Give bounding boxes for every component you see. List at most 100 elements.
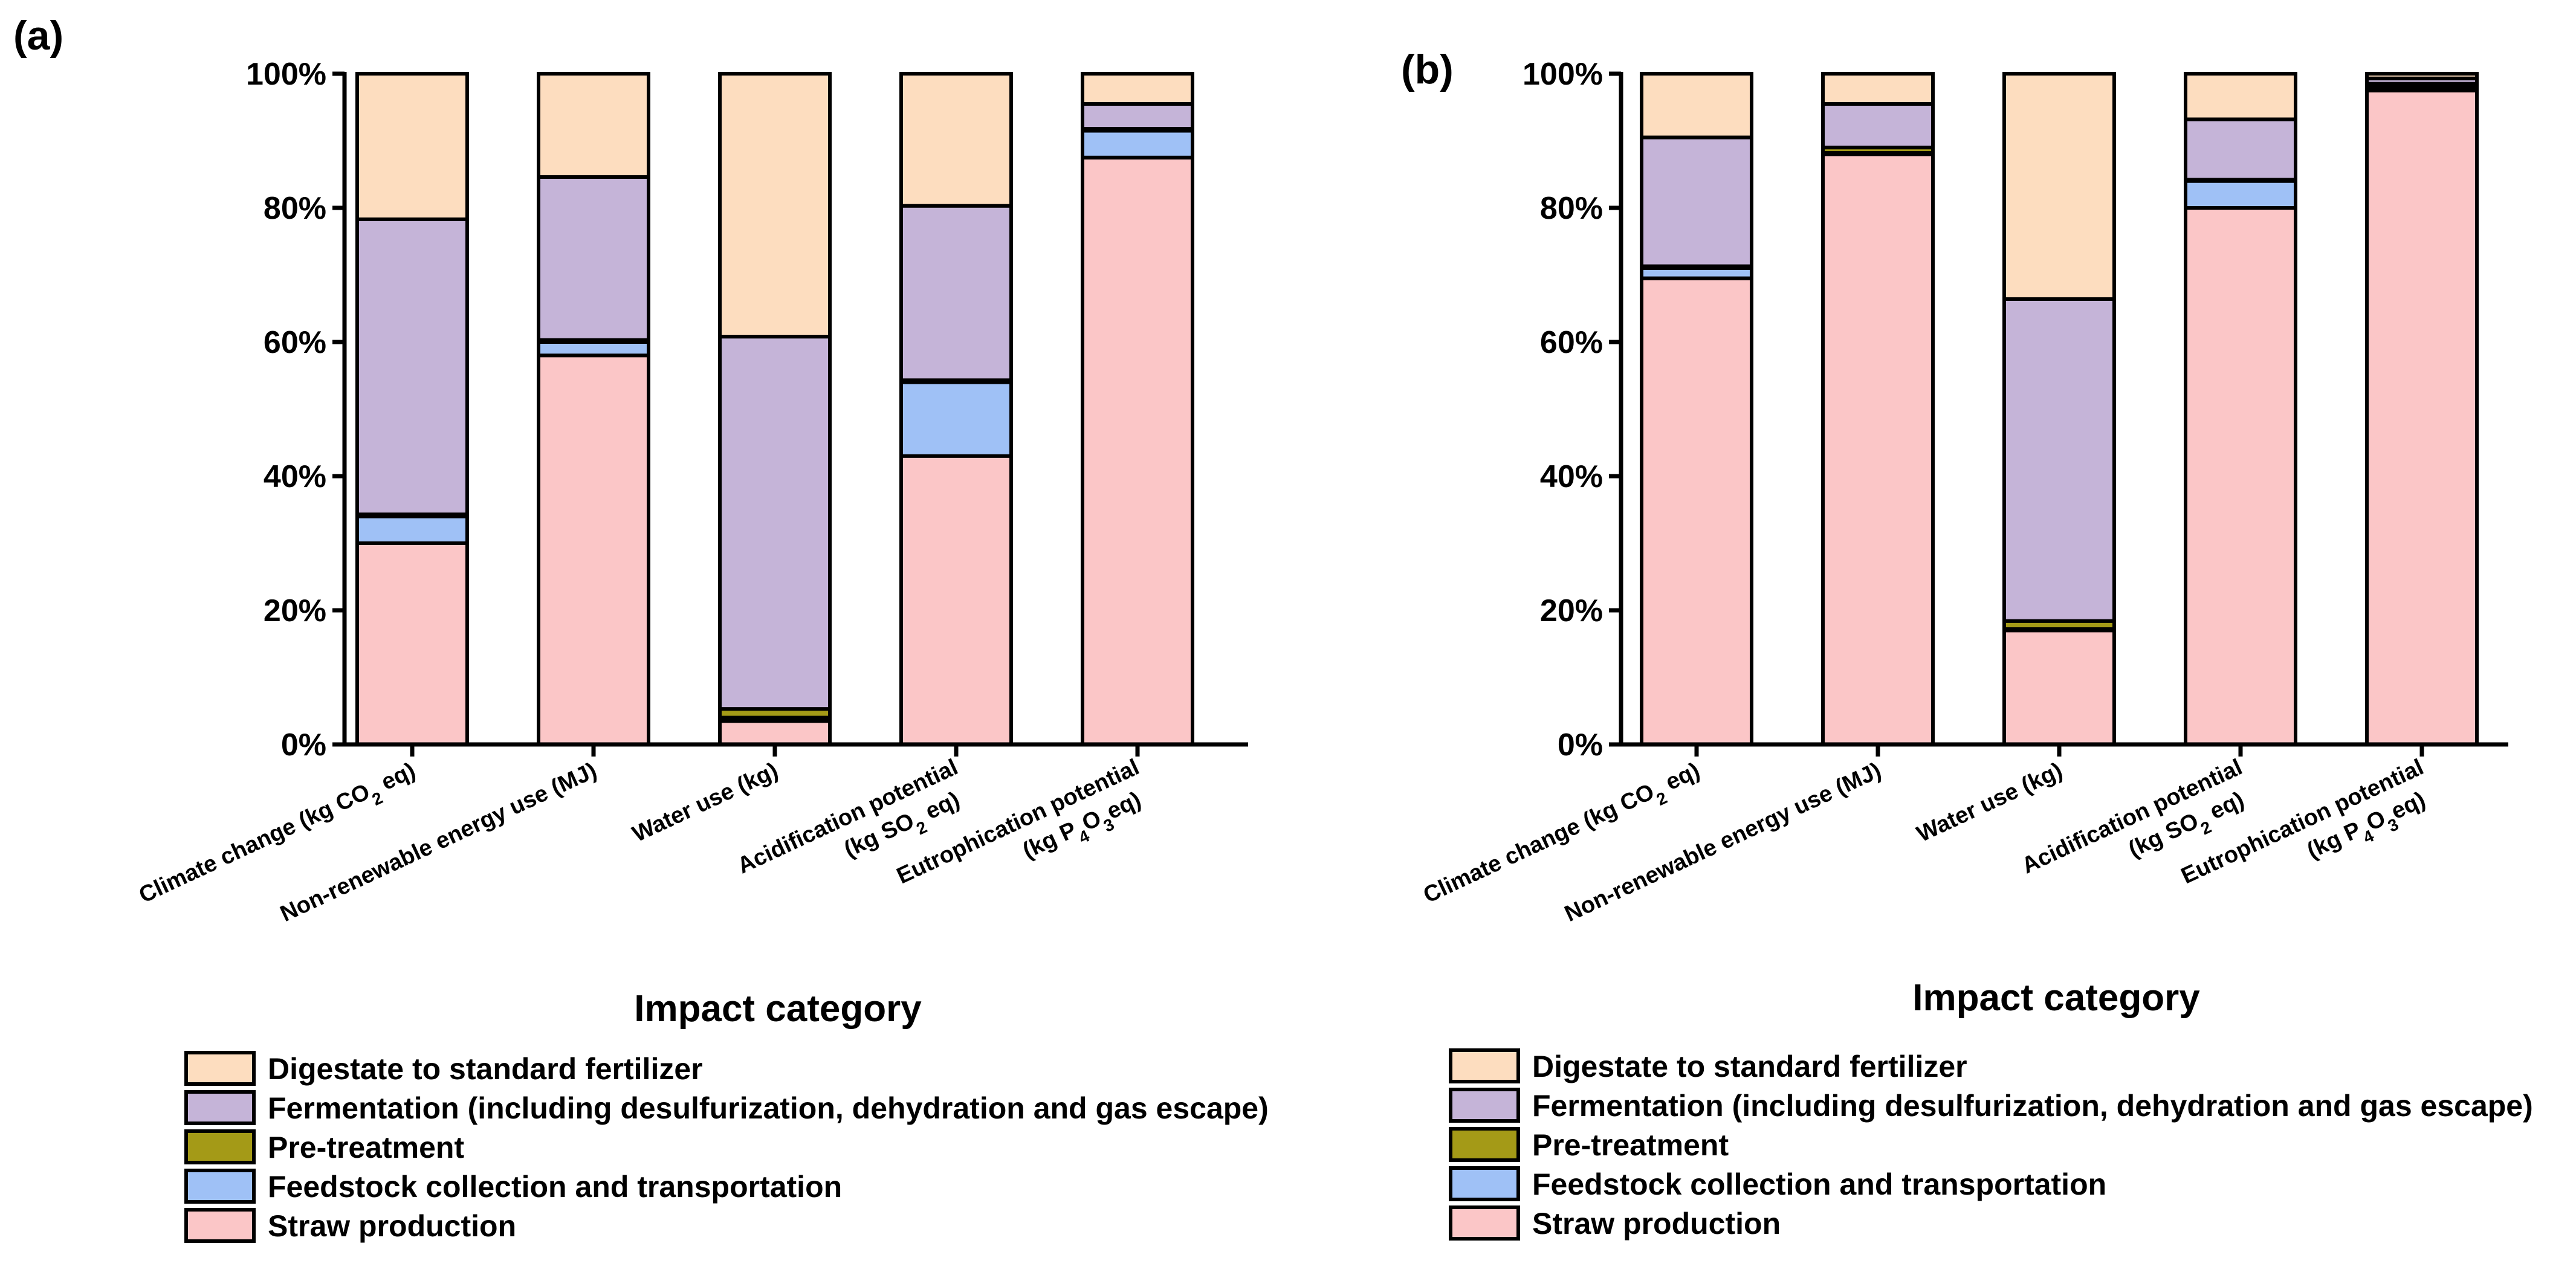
panel-b-legend: Digestate to standard fertilizer Fermenta… — [1449, 1048, 2533, 1241]
legend-b-swatch-feedstock-collection-and-transportation — [1449, 1166, 1520, 1201]
panel-a-bar-5-digestate-to-standard-fertilizer — [1081, 72, 1194, 106]
legend-b-label: Straw production — [1532, 1207, 1781, 1241]
panel-a-bar-5-feedstock-collection-and-transportation — [1081, 129, 1194, 160]
legend-b-swatch-digestate-to-standard-fertilizer — [1449, 1048, 1520, 1083]
panel-b-bar-5-straw-production — [2365, 88, 2479, 746]
panel-b-y-tick-label: 20% — [1540, 593, 1603, 628]
panel-a-bar-4-fermentation-including-desulfurization-dehydration-and-gas-escape — [899, 204, 1013, 382]
legend-a-label: Feedstock collection and transportation — [268, 1170, 842, 1204]
panel-b-bar-2-straw-production — [1821, 152, 1935, 746]
panel-b-y-tick-label: 0% — [1558, 728, 1603, 763]
panel-b-y-tick-label: 80% — [1540, 191, 1603, 226]
panel-b-bar-2-digestate-to-standard-fertilizer — [1821, 72, 1935, 106]
svg-text:Non-renewable energy use (MJ): Non-renewable energy use (MJ) — [276, 758, 600, 927]
panel-a-bar-5-fermentation-including-desulfurization-dehydration-and-gas-escape — [1081, 102, 1194, 131]
panel-b-chart: (b) 0% 20% 40% 60% 80% 100% Climate change (kg… — [1401, 47, 2508, 1019]
panel-b-x-tick-label-3: Water use (kg) — [1913, 758, 2066, 847]
legend-a-swatch-feedstock-collection-and-transportation — [184, 1169, 256, 1204]
panel-a-x-tick-label-3: Water use (kg) — [629, 758, 782, 847]
panel-a-legend: Digestate to standard fertilizer Fermenta… — [184, 1051, 1269, 1243]
panel-b-label: (b) — [1401, 47, 1454, 92]
panel-a-y-tick-label: 20% — [264, 593, 326, 628]
panel-a-bar-3-fermentation-including-desulfurization-dehydration-and-gas-escape — [718, 335, 832, 711]
panel-b-y-tick-label: 100% — [1523, 57, 1603, 92]
legend-b-item: Pre-treatment — [1449, 1127, 1729, 1162]
legend-b-swatch-straw-production — [1449, 1205, 1520, 1241]
legend-a-label: Digestate to standard fertilizer — [268, 1052, 703, 1086]
panel-a-bar-3-straw-production — [718, 719, 832, 747]
panel-a-y-tick-label: 0% — [281, 728, 326, 763]
panel-b-x-tick-label-1: Climate change (kg CO2 eq) — [1420, 758, 1707, 915]
legend-b-label: Pre-treatment — [1532, 1128, 1729, 1162]
panel-a-bar-2-straw-production — [537, 353, 650, 746]
panel-a-label: (a) — [13, 13, 63, 59]
legend-a-item: Straw production — [184, 1208, 516, 1243]
panel-a-bars — [355, 72, 1194, 747]
panel-a-y-tick-label: 60% — [264, 325, 326, 360]
panel-a-x-tick-label-2: Non-renewable energy use (MJ) — [276, 758, 600, 927]
legend-b-item: Straw production — [1449, 1205, 1781, 1241]
legend-b-label: Fermentation (including desulfurization,… — [1532, 1089, 2533, 1123]
panel-a-y-tick-label: 40% — [264, 459, 326, 494]
panel-a-bar-2-feedstock-collection-and-transportation — [537, 340, 650, 358]
legend-b-item: Digestate to standard fertilizer — [1449, 1048, 1967, 1083]
svg-text:Water use (kg): Water use (kg) — [629, 758, 782, 847]
panel-a-x-tick-label-1: Climate change (kg CO2 eq) — [135, 758, 422, 915]
panel-b-x-axis-title: Impact category — [1912, 977, 2200, 1019]
legend-b-swatch-fermentation-including-desulfurization-dehydration-and-gas-escape — [1449, 1088, 1520, 1123]
panel-b-bar-5-digestate-to-standard-fertilizer — [2365, 72, 2479, 80]
legend-a-item: Fermentation (including desulfurization,… — [184, 1090, 1269, 1125]
panel-b-bar-3-fermentation-including-desulfurization-dehydration-and-gas-escape — [2002, 297, 2116, 623]
legend-b-label: Digestate to standard fertilizer — [1532, 1050, 1967, 1083]
svg-text:Non-renewable energy use (MJ): Non-renewable energy use (MJ) — [1561, 758, 1885, 927]
panel-a-y-tick-label: 80% — [264, 191, 326, 226]
panel-b-bar-1-fermentation-including-desulfurization-dehydration-and-gas-escape — [1640, 135, 1753, 268]
legend-a-item: Digestate to standard fertilizer — [184, 1051, 703, 1086]
panel-b-bar-3-digestate-to-standard-fertilizer — [2002, 72, 2116, 301]
panel-b-bar-2-fermentation-including-desulfurization-dehydration-and-gas-escape — [1821, 102, 1935, 150]
legend-a-item: Pre-treatment — [184, 1129, 464, 1164]
panel-a-bar-2-fermentation-including-desulfurization-dehydration-and-gas-escape — [537, 175, 650, 342]
panel-b-y-tick-label: 40% — [1540, 459, 1603, 494]
legend-b-label: Feedstock collection and transportation — [1532, 1167, 2106, 1201]
panel-a-y-tick-label: 100% — [246, 57, 326, 92]
panel-b-bar-4-fermentation-including-desulfurization-dehydration-and-gas-escape — [2184, 117, 2297, 182]
svg-text:Climate change (kg CO2 eq): Climate change (kg CO2 eq) — [1420, 758, 1707, 915]
panel-b-bar-1-straw-production — [1640, 276, 1753, 746]
panel-a-chart: (a) 0% 20% 40% 60% 80% 100% Climate change (kg… — [13, 13, 1248, 1030]
legend-b-swatch-pre-treatment — [1449, 1127, 1520, 1162]
panel-b-bar-4-feedstock-collection-and-transportation — [2184, 179, 2297, 210]
panel-a-bar-1-straw-production — [355, 541, 469, 746]
panel-a-bar-2-digestate-to-standard-fertilizer — [537, 72, 650, 179]
panel-a-bar-4-digestate-to-standard-fertilizer — [899, 72, 1013, 208]
panel-a-bar-3-digestate-to-standard-fertilizer — [718, 72, 832, 339]
panel-a-bar-4-straw-production — [899, 454, 1013, 746]
legend-b-item: Fermentation (including desulfurization,… — [1449, 1088, 2533, 1123]
legend-a-label: Fermentation (including desulfurization,… — [268, 1091, 1269, 1125]
legend-a-swatch-straw-production — [184, 1208, 256, 1243]
panel-a-bar-5-straw-production — [1081, 155, 1194, 746]
panel-a-bar-4-feedstock-collection-and-transportation — [899, 380, 1013, 458]
panel-a-bar-1-fermentation-including-desulfurization-dehydration-and-gas-escape — [355, 217, 469, 517]
svg-text:Climate change (kg CO2 eq): Climate change (kg CO2 eq) — [135, 758, 422, 915]
legend-a-swatch-pre-treatment — [184, 1129, 256, 1164]
legend-a-swatch-fermentation-including-desulfurization-dehydration-and-gas-escape — [184, 1090, 256, 1125]
panel-a-bar-1-feedstock-collection-and-transportation — [355, 514, 469, 545]
panel-b-axes: 0% 20% 40% 60% 80% 100% Climate change (kg CO2… — [1420, 57, 2508, 927]
panel-b-bars — [1640, 72, 2479, 747]
legend-a-label: Pre-treatment — [268, 1131, 464, 1164]
panel-b-bar-1-digestate-to-standard-fertilizer — [1640, 72, 1753, 140]
panel-b-bar-3-straw-production — [2002, 628, 2116, 747]
legend-a-item: Feedstock collection and transportation — [184, 1169, 842, 1204]
panel-a-bar-1-digestate-to-standard-fertilizer — [355, 72, 469, 221]
panel-b-y-tick-label: 60% — [1540, 325, 1603, 360]
svg-text:Water use (kg): Water use (kg) — [1913, 758, 2066, 847]
panel-b-bar-4-straw-production — [2184, 206, 2297, 746]
legend-a-swatch-digestate-to-standard-fertilizer — [184, 1051, 256, 1086]
legend-b-item: Feedstock collection and transportation — [1449, 1166, 2106, 1201]
panel-a-x-axis-title: Impact category — [634, 988, 922, 1030]
legend-a-label: Straw production — [268, 1209, 516, 1243]
panel-b-bar-4-digestate-to-standard-fertilizer — [2184, 72, 2297, 121]
panel-b-x-tick-label-2: Non-renewable energy use (MJ) — [1561, 758, 1885, 927]
